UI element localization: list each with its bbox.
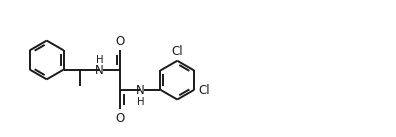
Text: O: O [116,112,125,125]
Text: N: N [136,84,145,97]
Text: O: O [116,35,125,48]
Text: Cl: Cl [198,84,209,97]
Text: N: N [95,64,104,77]
Text: Cl: Cl [171,45,183,58]
Text: H: H [137,97,145,107]
Text: H: H [96,55,103,65]
